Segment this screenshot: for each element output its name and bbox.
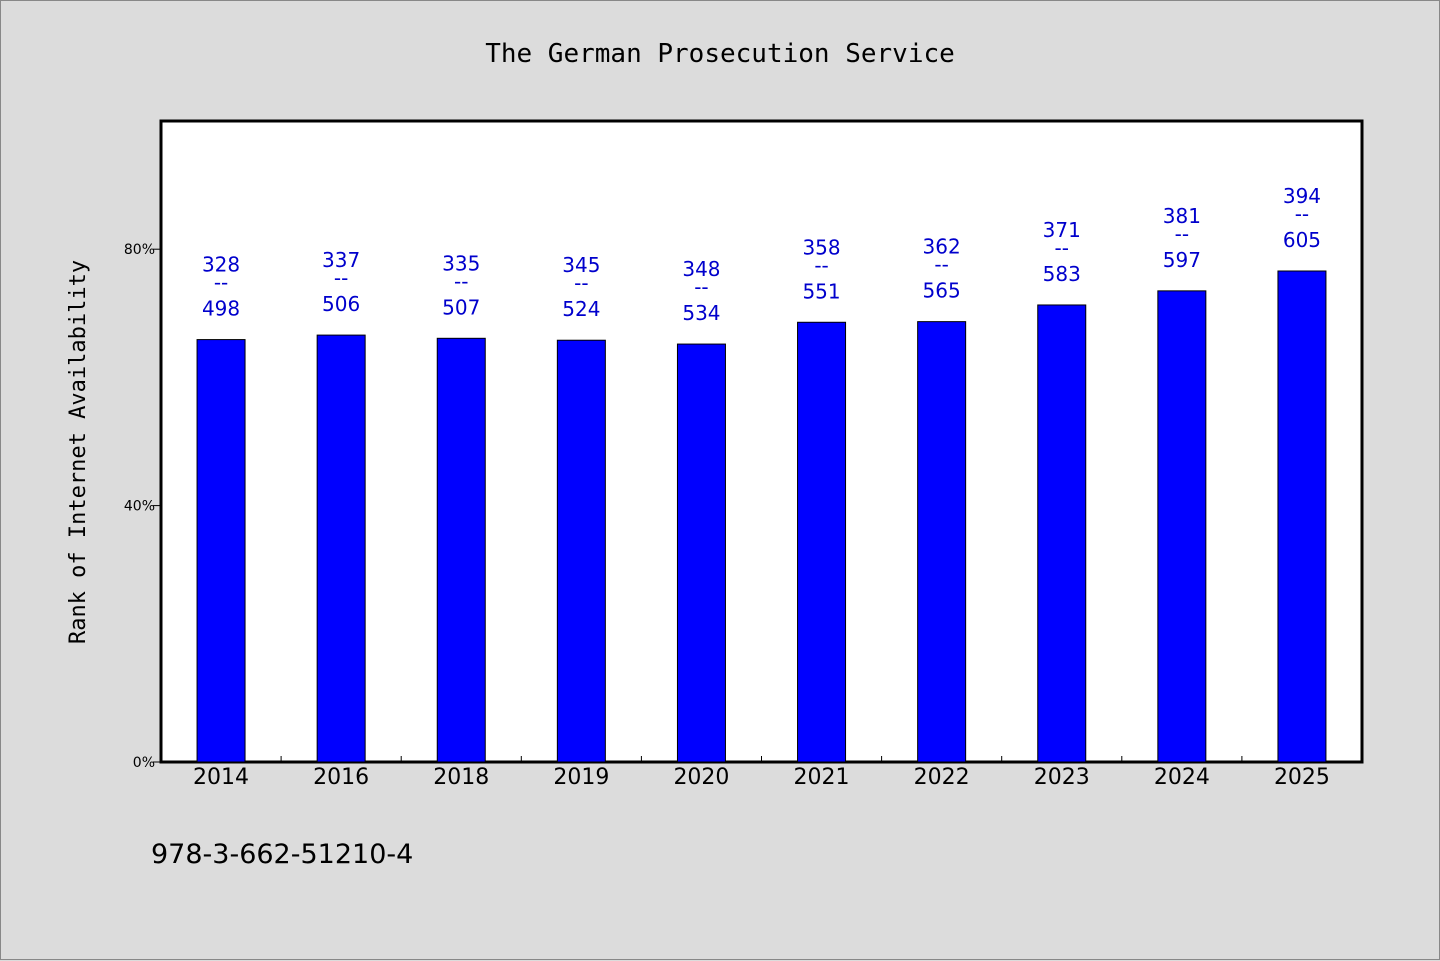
bar <box>1277 270 1327 763</box>
data-label-total: 551 <box>802 279 840 303</box>
y-axis-label: Rank of Internet Availability <box>66 260 91 644</box>
bar <box>1037 304 1087 763</box>
data-labels-group: 328--498337--506335--507345--524348--534… <box>202 184 1321 325</box>
data-label-separator: -- <box>574 271 588 295</box>
x-tick-label: 2014 <box>193 765 249 790</box>
x-tick-label: 2023 <box>1034 765 1090 790</box>
data-label-total: 534 <box>682 301 720 325</box>
data-label-total: 565 <box>923 279 961 303</box>
x-tick-label: 2020 <box>673 765 729 790</box>
y-tick-label: 40% <box>124 499 155 515</box>
data-label-separator: -- <box>1295 202 1309 226</box>
x-tick-label: 2016 <box>313 765 369 790</box>
bars-group <box>196 270 1327 763</box>
data-label-total: 524 <box>562 297 600 321</box>
bar <box>316 334 366 763</box>
bar <box>1157 290 1207 763</box>
data-label-separator: -- <box>934 253 948 277</box>
bar <box>676 343 726 763</box>
data-label-total: 583 <box>1043 262 1081 286</box>
x-tick-label: 2018 <box>433 765 489 790</box>
data-label-rank: 371 <box>1043 218 1081 242</box>
bar <box>436 337 486 763</box>
bar <box>196 339 246 763</box>
data-label-separator: -- <box>454 269 468 293</box>
data-label-rank: 328 <box>202 253 240 277</box>
y-tick-label: 80% <box>124 242 155 258</box>
data-label-separator: -- <box>1055 236 1069 260</box>
y-tick-label: 0% <box>133 755 155 771</box>
chart-title: The German Prosecution Service <box>485 39 955 69</box>
data-label-separator: -- <box>814 253 828 277</box>
data-label-separator: -- <box>334 266 348 290</box>
data-label-rank: 348 <box>682 257 720 281</box>
data-label-rank: 345 <box>562 253 600 277</box>
data-label-separator: -- <box>694 275 708 299</box>
data-label-separator: -- <box>1175 222 1189 246</box>
isbn-footer: 978-3-662-51210-4 <box>151 839 413 870</box>
data-label-total: 605 <box>1283 228 1321 252</box>
ticks-group: 0% 40% 80% 2014 2016 2018 2019 2020 2021 2022 2023… <box>124 242 1330 790</box>
data-label-total: 507 <box>442 295 480 319</box>
x-tick-label: 2021 <box>794 765 850 790</box>
x-tick-label: 2022 <box>914 765 970 790</box>
data-label-rank: 394 <box>1283 184 1321 208</box>
data-label-separator: -- <box>214 271 228 295</box>
x-tick-label: 2019 <box>553 765 609 790</box>
data-label-total: 506 <box>322 292 360 316</box>
x-tick-label: 2025 <box>1274 765 1330 790</box>
data-label-rank: 381 <box>1163 204 1201 228</box>
bar <box>797 321 847 763</box>
bar <box>917 321 967 763</box>
data-label-rank: 362 <box>923 235 961 259</box>
data-label-total: 597 <box>1163 248 1201 272</box>
data-label-rank: 358 <box>802 235 840 259</box>
data-label-total: 498 <box>202 297 240 321</box>
x-tick-label: 2024 <box>1154 765 1210 790</box>
data-label-rank: 337 <box>322 248 360 272</box>
bar <box>556 339 606 763</box>
data-label-rank: 335 <box>442 251 480 275</box>
